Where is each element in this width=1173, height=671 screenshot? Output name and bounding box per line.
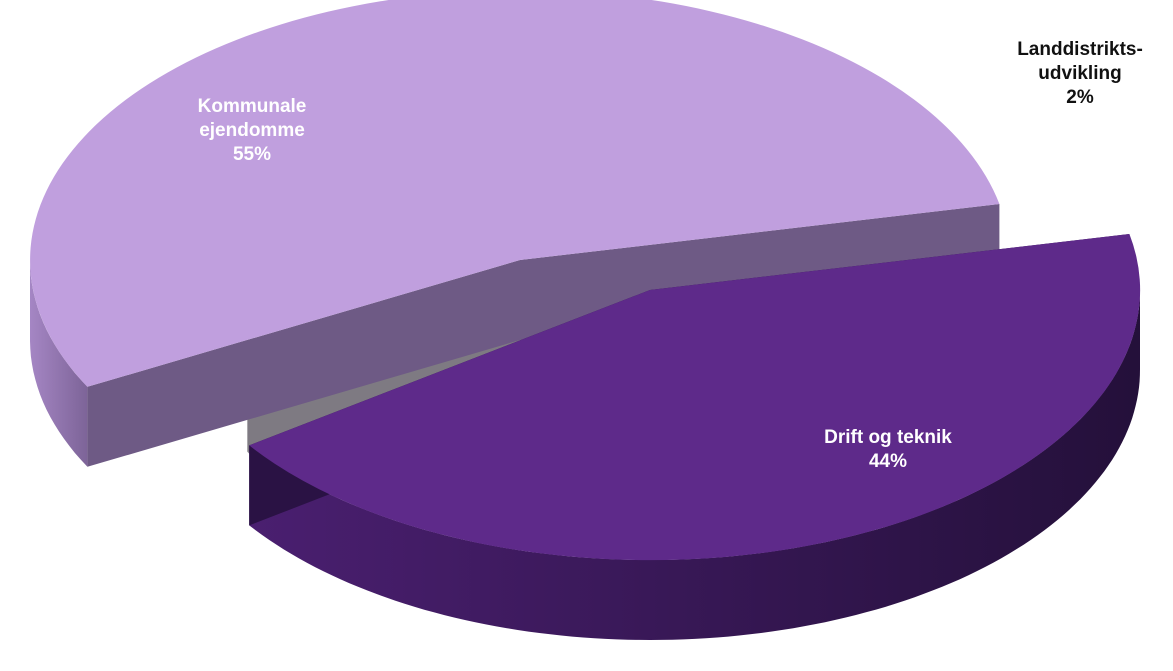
pie-slice-0 bbox=[30, 0, 1000, 467]
pie-slice-side-0 bbox=[30, 261, 88, 467]
pie-slice-name-label-0: Kommunale bbox=[198, 96, 307, 117]
pie-slice-pct-label-1: 44% bbox=[869, 451, 907, 472]
pie-slice-cut-0-0 bbox=[87, 260, 521, 467]
pie-slice-pct-label-0: 55% bbox=[233, 144, 271, 165]
pie-slice-name-label-2: udvikling bbox=[1038, 63, 1121, 84]
pie-slice-name-label-1: Drift og teknik bbox=[824, 427, 952, 448]
pie-slice-1 bbox=[249, 234, 1141, 640]
pie-slice-top-1 bbox=[249, 234, 1141, 561]
pie-slice-name-label-0: ejendomme bbox=[199, 120, 305, 141]
pie-slice-top-0 bbox=[30, 0, 1000, 387]
pie-slice-pct-label-2: 2% bbox=[1066, 87, 1094, 108]
pie-slice-side-1 bbox=[249, 289, 1140, 640]
pie-slice-name-label-2: Landdistrikts- bbox=[1017, 39, 1143, 60]
